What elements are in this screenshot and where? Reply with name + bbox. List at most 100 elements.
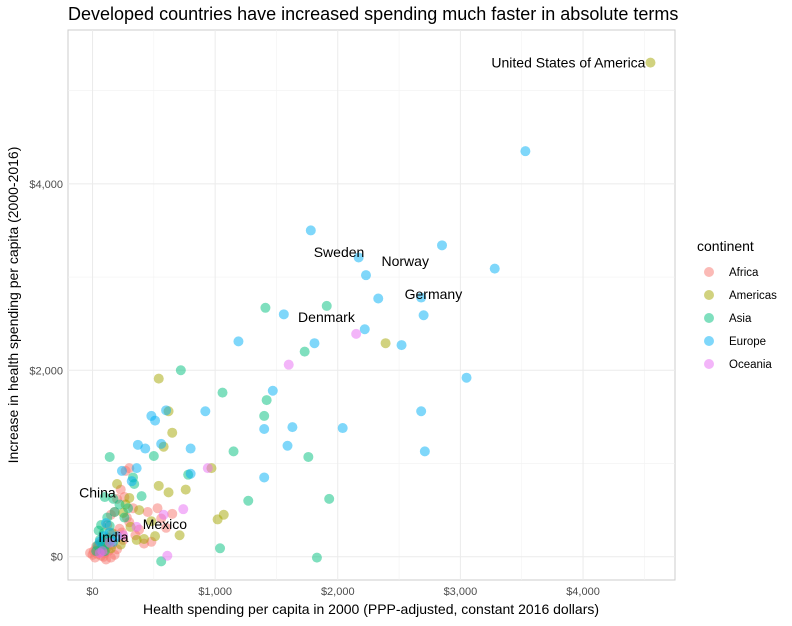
x-tick-label: $0 — [86, 586, 98, 598]
legend-title: continent — [697, 238, 754, 254]
x-axis-title: Health spending per capita in 2000 (PPP-… — [143, 601, 599, 617]
annotations: United States of America Sweden Norway Germ… — [79, 55, 646, 545]
data-point — [353, 252, 364, 263]
data-point — [324, 493, 335, 504]
data-point — [418, 310, 429, 321]
y-tick-label: $2,000 — [29, 365, 63, 377]
data-point — [105, 552, 116, 563]
x-tick-label: $4,000 — [566, 586, 600, 598]
data-point — [178, 504, 189, 515]
data-point — [161, 405, 172, 416]
data-point — [260, 302, 271, 313]
data-point — [321, 300, 332, 311]
data-point — [118, 530, 129, 541]
data-point — [109, 506, 120, 517]
data-point — [461, 372, 472, 383]
annotation-label: United States of America — [491, 55, 645, 71]
data-point — [185, 443, 196, 454]
data-point — [215, 543, 226, 554]
data-points — [85, 57, 656, 567]
data-point — [228, 446, 239, 457]
data-point — [373, 293, 384, 304]
data-point — [162, 550, 173, 561]
legend-label-europe: Europe — [729, 336, 766, 348]
data-point — [104, 537, 115, 548]
data-point — [158, 509, 169, 520]
data-point — [174, 530, 185, 541]
grid-minor — [68, 30, 675, 580]
data-point — [283, 359, 294, 370]
data-point — [416, 292, 427, 303]
chart-title: Developed countries have increased spend… — [68, 4, 678, 24]
data-point — [360, 270, 371, 281]
data-point — [217, 387, 228, 398]
legend-key-asia — [704, 313, 714, 323]
data-point — [267, 385, 278, 396]
legend-label-americas: Americas — [729, 290, 777, 302]
data-point — [112, 478, 123, 489]
legend-key-africa — [704, 267, 714, 277]
annotation-label: Germany — [405, 286, 463, 302]
data-point — [136, 491, 147, 502]
data-point — [156, 438, 167, 449]
data-point — [282, 440, 293, 451]
data-point — [131, 521, 142, 532]
data-point — [351, 328, 362, 339]
series-europe — [94, 146, 531, 547]
data-point — [114, 499, 125, 510]
data-point — [163, 487, 174, 498]
data-point — [131, 463, 142, 474]
y-axis-title: Increase in health spending per capita (… — [5, 147, 21, 464]
annotation-label: Mexico — [143, 516, 188, 532]
data-point — [259, 410, 270, 421]
data-point — [259, 423, 270, 434]
legend: continent Africa Americas Asia Europe Oceani… — [697, 238, 777, 371]
x-tick-label: $3,000 — [444, 586, 478, 598]
data-point — [150, 531, 161, 542]
data-point — [218, 509, 229, 520]
data-point — [99, 492, 110, 503]
data-point — [380, 338, 391, 349]
annotation-label: India — [98, 529, 129, 545]
data-point — [167, 427, 178, 438]
data-point — [202, 463, 213, 474]
data-point — [396, 340, 407, 351]
data-point — [233, 336, 244, 347]
legend-label-asia: Asia — [729, 313, 752, 325]
data-point — [200, 406, 211, 417]
data-point — [185, 468, 196, 479]
data-point — [123, 503, 134, 514]
data-point — [146, 516, 157, 527]
data-point — [337, 423, 348, 434]
data-point — [104, 451, 115, 462]
y-tick-label: $0 — [51, 552, 63, 564]
data-point — [311, 552, 322, 563]
data-point — [520, 146, 531, 157]
data-point — [116, 465, 127, 476]
data-point — [299, 346, 310, 357]
annotation-label: China — [79, 484, 116, 500]
data-point — [259, 472, 270, 483]
data-point — [359, 324, 370, 335]
annotation-label: Sweden — [314, 244, 365, 260]
data-point — [645, 57, 656, 68]
data-point — [309, 338, 320, 349]
y-tick-label: $4,000 — [29, 179, 63, 191]
data-point — [167, 508, 178, 519]
x-tick-label: $1,000 — [198, 586, 232, 598]
data-point — [126, 476, 137, 487]
x-tick-label: $2,000 — [321, 586, 355, 598]
data-point — [142, 506, 153, 517]
data-point — [303, 451, 314, 462]
legend-label-oceania: Oceania — [729, 359, 772, 371]
data-point — [101, 518, 112, 529]
data-point — [153, 373, 164, 384]
data-point — [131, 534, 142, 545]
data-point — [94, 547, 105, 558]
data-point — [305, 225, 316, 236]
data-point — [416, 406, 427, 417]
y-axis-ticks: $0 $2,000 $4,000 — [29, 179, 63, 564]
legend-key-europe — [704, 336, 714, 346]
data-point — [180, 484, 191, 495]
